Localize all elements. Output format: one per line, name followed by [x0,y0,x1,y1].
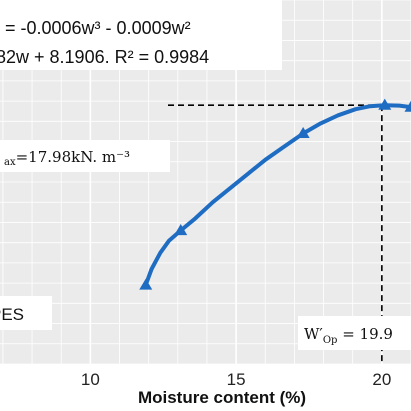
series-line-pes [143,103,411,288]
data-point [139,278,153,290]
x-axis-title: Moisture content (%) [138,388,306,407]
max-annotation-box [0,140,170,172]
x-tick-label: 20 [372,370,391,389]
legend-label: PES [0,305,24,324]
x-tick-label: 15 [227,370,246,389]
data-point [174,224,188,236]
x-axis-ticks: 10 15 20 [81,370,391,389]
opt-annotation-box [298,316,411,350]
data-point [378,98,392,110]
max-annotation: ax=17.98kN. m⁻³ [4,148,130,168]
opt-annotation: W′Op = 19.9 [304,325,393,346]
equation-line-2: 82w + 8.1906. R² = 0.9984 [0,47,209,67]
series-markers [139,98,411,290]
data-point [404,100,411,112]
equation-box [0,0,282,70]
equation-line-1: l = -0.0006w³ - 0.0009w² [0,18,191,38]
x-tick-label: 10 [81,370,100,389]
legend-box [0,296,52,330]
data-point [296,126,310,139]
